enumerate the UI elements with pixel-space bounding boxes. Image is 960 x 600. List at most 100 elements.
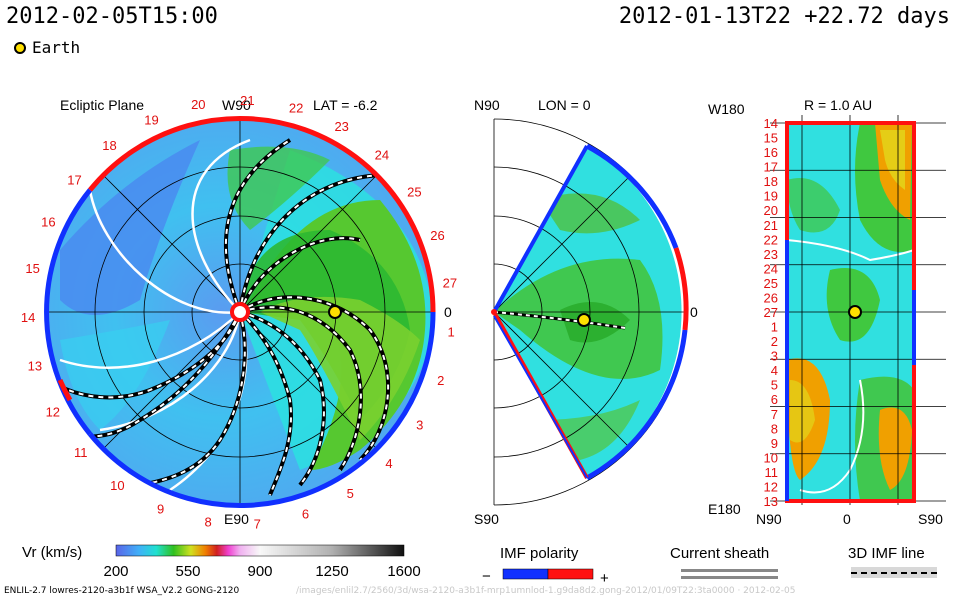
current-sheath-title: Current sheath [670, 545, 769, 562]
earth-marker-icon [14, 41, 26, 54]
carrington-label-19: 19 [144, 112, 158, 127]
sphere-row-12: 12 [764, 480, 778, 495]
earth-legend-label: Earth [32, 38, 81, 57]
carrington-label-22: 22 [289, 101, 303, 116]
sphere-row-2: 2 [771, 334, 778, 349]
sphere-top-left-label: W180 [708, 101, 745, 117]
carrington-label-3: 3 [416, 417, 423, 432]
sphere-row-7: 7 [771, 407, 778, 422]
sphere-row-27: 27 [764, 305, 778, 320]
carrington-label-1: 1 [447, 325, 454, 340]
datetime-label: 2012-02-05T15:00 [6, 4, 218, 29]
carrington-label-18: 18 [102, 138, 116, 153]
colorbar-tick-1250: 1250 [315, 563, 348, 580]
footer-model-info: ENLIL-2.7 lowres-2120-a3b1f WSA_V2.2 GON… [4, 586, 240, 596]
carrington-label-4: 4 [385, 456, 392, 471]
sphere-row-4: 4 [771, 363, 778, 378]
meridional-lon-label: LON = 0 [538, 97, 591, 113]
imf-polarity-title: IMF polarity [500, 545, 579, 562]
carrington-label-13: 13 [28, 359, 42, 374]
carrington-label-2: 2 [437, 373, 444, 388]
sphere-row-16: 16 [764, 145, 778, 160]
colorbar-tick-200: 200 [103, 563, 128, 580]
earth-marker-sphere [848, 305, 862, 319]
sphere-row-6: 6 [771, 392, 778, 407]
carrington-label-14: 14 [21, 310, 35, 325]
sphere-row-11: 11 [765, 465, 779, 480]
ecliptic-top-label: W90 [222, 97, 251, 113]
carrington-label-26: 26 [430, 228, 444, 243]
sphere-row-25: 25 [764, 276, 778, 291]
carrington-label-7: 7 [254, 516, 261, 531]
earth-legend: Earth [14, 38, 80, 57]
sphere-row-9: 9 [771, 436, 778, 451]
sphere-row-8: 8 [771, 421, 778, 436]
carrington-label-20: 20 [191, 97, 205, 112]
sphere-row-3: 3 [771, 349, 778, 364]
earth-marker-ecliptic [328, 305, 342, 319]
colorbar-tick-550: 550 [175, 563, 200, 580]
sphere-row-18: 18 [764, 174, 778, 189]
carrington-label-21: 21 [240, 93, 254, 108]
carrington-label-15: 15 [25, 261, 39, 276]
sphere-title: R = 1.0 AU [804, 97, 872, 113]
carrington-label-23: 23 [334, 119, 348, 134]
sphere-bottom-left-label: E180 [708, 501, 741, 517]
ecliptic-panel [44, 115, 436, 509]
sphere-row-14: 14 [764, 116, 778, 131]
footer-path: /images/enlil2.7/2560/3d/wsa-2120-a3b1f-… [296, 586, 796, 596]
sphere-row-15: 15 [764, 131, 778, 146]
colorbar-tick-1600: 1600 [387, 563, 420, 580]
ecliptic-lat-label: LAT = -6.2 [313, 97, 378, 113]
sphere-x-label-0: 0 [843, 511, 851, 527]
carrington-label-17: 17 [67, 173, 81, 188]
sphere-row-labels: 1415161718192021222324252627123456789101… [764, 116, 778, 509]
sphere-row-23: 23 [764, 247, 778, 262]
sphere-row-22: 22 [764, 232, 778, 247]
carrington-label-6: 6 [302, 507, 309, 522]
carrington-label-27: 27 [443, 276, 457, 291]
imf-polarity-key [502, 568, 594, 580]
ecliptic-bottom-label: E90 [224, 511, 249, 527]
sphere-row-5: 5 [771, 378, 778, 393]
meridional-panel [491, 118, 689, 506]
carrington-label-11: 11 [74, 445, 88, 460]
sphere-row-20: 20 [764, 203, 778, 218]
sphere-x-label-s90: S90 [918, 511, 943, 527]
carrington-label-16: 16 [41, 214, 55, 229]
carrington-label-10: 10 [110, 478, 124, 493]
imf-plus-label: + [600, 570, 609, 587]
ecliptic-right-label: 0 [444, 304, 452, 320]
sphere-row-10: 10 [764, 450, 778, 465]
carrington-label-8: 8 [204, 515, 211, 530]
sphere-panel [770, 115, 946, 505]
sphere-row-21: 21 [764, 218, 778, 233]
meridional-right-label: 0 [690, 304, 698, 320]
sphere-row-17: 17 [764, 160, 778, 175]
sphere-row-24: 24 [764, 261, 778, 276]
colorbar-ticks: 200 550 900 1250 1600 [103, 563, 420, 580]
imf-line-title: 3D IMF line [848, 545, 925, 562]
carrington-label-12: 12 [46, 405, 60, 420]
ecliptic-title: Ecliptic Plane [60, 97, 144, 113]
colorbar [115, 544, 405, 557]
sphere-row-26: 26 [764, 291, 778, 306]
colorbar-tick-900: 900 [247, 563, 272, 580]
earth-marker-meridional [577, 313, 591, 327]
sphere-row-1: 1 [771, 320, 778, 335]
carrington-label-5: 5 [347, 486, 354, 501]
imf-minus-label: − [482, 568, 491, 585]
carrington-label-25: 25 [407, 184, 421, 199]
meridional-top-label: N90 [474, 97, 500, 113]
sphere-row-19: 19 [764, 189, 778, 204]
carrington-label-9: 9 [157, 502, 164, 517]
current-sheath-key [681, 569, 778, 579]
imf-line-key [851, 567, 937, 578]
sphere-x-label-n90: N90 [756, 511, 782, 527]
meridional-bottom-label: S90 [474, 511, 499, 527]
carrington-label-24: 24 [375, 148, 389, 163]
run-info-label: 2012-01-13T22 +22.72 days [618, 4, 950, 29]
colorbar-label: Vr (km/s) [22, 544, 82, 561]
